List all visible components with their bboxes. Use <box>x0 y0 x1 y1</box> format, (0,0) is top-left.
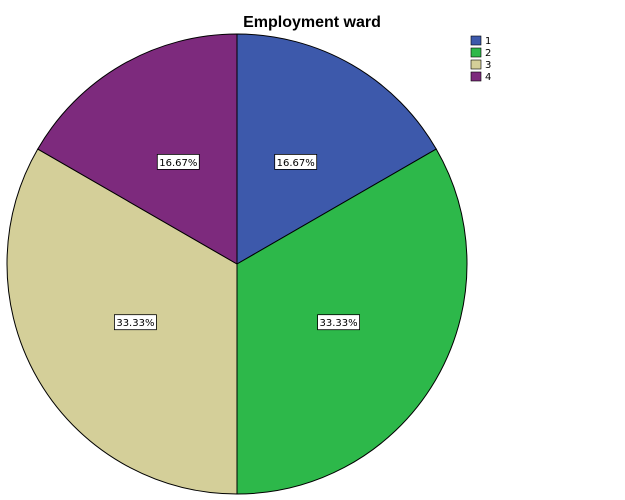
legend-label: 4 <box>485 72 491 83</box>
data-label-text: 33.33% <box>320 318 358 329</box>
data-label-3: 33.33% <box>114 314 157 331</box>
chart-title: Employment ward <box>243 14 381 31</box>
legend-swatch <box>470 35 482 46</box>
legend-item-3: 3 <box>470 59 491 71</box>
data-label-1: 16.67% <box>274 153 318 170</box>
legend-item-1: 1 <box>470 35 491 47</box>
pie-slices <box>6 33 468 495</box>
legend-swatch <box>470 47 482 58</box>
legend-item-4: 4 <box>470 71 491 83</box>
data-label-text: 33.33% <box>116 318 154 329</box>
data-label-4: 16.67% <box>156 153 200 170</box>
pie-slice-4 <box>37 33 238 265</box>
legend-label: 2 <box>485 48 491 59</box>
legend-swatch <box>470 71 482 82</box>
pie-data-labels: 16.67% 33.33% 33.33% 16.67% <box>114 153 361 331</box>
legend-label: 1 <box>485 36 491 47</box>
legend-item-2: 2 <box>470 47 491 59</box>
legend-swatch <box>470 59 482 70</box>
data-label-text: 16.67% <box>277 158 315 169</box>
pie-slice-1 <box>236 33 437 265</box>
data-label-text: 16.67% <box>159 158 197 169</box>
data-label-2: 33.33% <box>317 314 361 331</box>
legend-label: 3 <box>485 60 491 71</box>
